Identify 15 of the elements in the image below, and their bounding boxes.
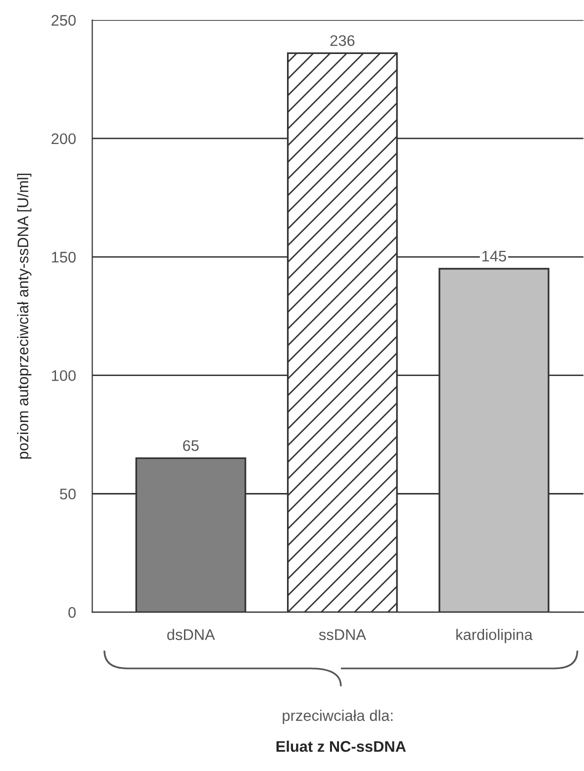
y-tick-label: 200	[52, 133, 76, 144]
x-tick-label: kardiolipina	[456, 628, 533, 644]
y-tick-label: 100	[52, 370, 76, 382]
data-label: 236	[330, 35, 354, 46]
y-tick-label: 0	[68, 607, 76, 618]
y-tick-label: 250	[52, 14, 76, 26]
data-label: 65	[183, 440, 199, 452]
x-tick-label: dsDNA	[167, 628, 215, 640]
data-label: 145	[482, 250, 506, 262]
text: Eluat z NC-ssDNA	[276, 740, 406, 752]
y-tick-label: 150	[52, 252, 76, 263]
y-tick-label: 50	[60, 488, 76, 500]
x-axis-title: przeciwciała dla:	[282, 710, 392, 724]
y-axis-title: poziom autoprzeciwciał anty-ssDNA [U/ml]	[17, 174, 32, 459]
x-tick-label: ssDNA	[319, 629, 366, 640]
